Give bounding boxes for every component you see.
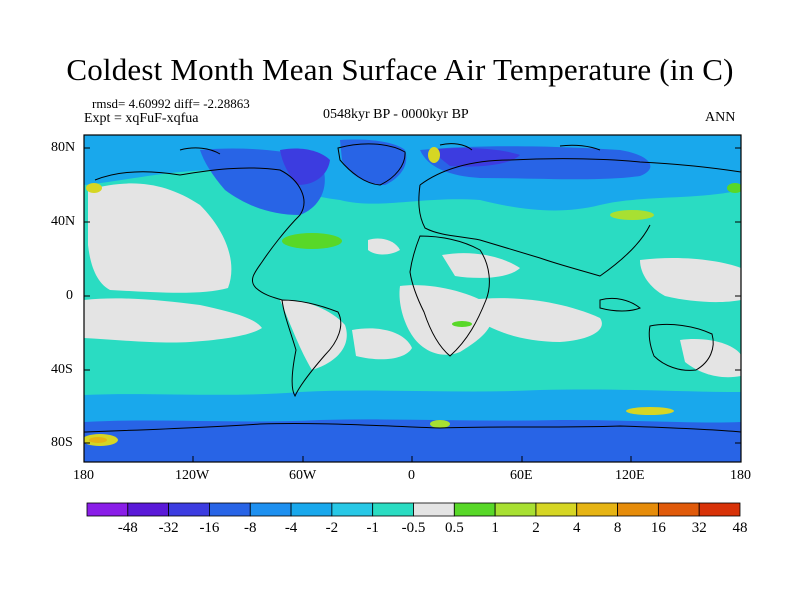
lat-label-80s: 80S (51, 435, 73, 450)
lon-label-180w: 180 (73, 468, 94, 483)
coastline-arctic-islands (179, 143, 601, 155)
cold-region-antarctica (84, 419, 741, 462)
colorbar-label-12: 8 (614, 520, 622, 536)
colorbar-swatch-3 (209, 502, 251, 517)
warm-patch-east-asia (610, 210, 654, 220)
colorbar-label-7: -0.5 (402, 520, 426, 536)
colorbar-label-6: -1 (366, 520, 379, 536)
neutral-region-south-america (280, 299, 347, 370)
warm-patch-antarctic-south-atlantic (430, 420, 450, 428)
colorbar-swatch-2 (168, 502, 210, 517)
colorbar-swatch-7 (372, 502, 414, 517)
lat-label-0: 0 (66, 288, 73, 303)
lat-label-40s: 40S (51, 362, 73, 377)
colorbar-label-11: 4 (573, 520, 581, 536)
lat-label-80n: 80N (51, 140, 76, 155)
coastline-australia (648, 323, 714, 371)
lon-label-120e: 120E (615, 468, 645, 483)
warm-patch-west-atlantic (282, 233, 342, 249)
experiment-label: Expt = xqFuF-xqfua (84, 111, 199, 126)
lon-label-60e: 60E (510, 468, 533, 483)
colorbar-label-5: -2 (326, 520, 339, 536)
warm-patch-east-siberia (727, 183, 741, 193)
colorbar-swatch-13 (617, 502, 659, 517)
period-label: 0548kyr BP - 0000kyr BP (323, 107, 469, 122)
very-cold-region-arctic-russia (430, 147, 520, 167)
colorbar-label-3: -8 (244, 520, 257, 536)
neutral-region-indian-ocean (470, 298, 602, 342)
coastline-north-america (94, 167, 305, 301)
neutral-region-north-africa (442, 253, 520, 278)
colorbar-label-14: 32 (692, 520, 707, 536)
neutral-region-south-pacific (84, 298, 262, 343)
stats-text: rmsd= 4.60992 diff= -2.28863 (92, 96, 250, 111)
colorbar-label-15: 48 (733, 520, 748, 536)
colorbar-label-8: 0.5 (445, 520, 464, 536)
warm-patch-arctic-alaska (86, 183, 102, 193)
lon-label-180e: 180 (730, 468, 751, 483)
coastline-indonesia (599, 297, 641, 312)
lon-label-60w: 60W (289, 468, 317, 483)
neutral-region-north-atlantic-small (368, 238, 400, 255)
colorbar-swatch-14 (657, 502, 700, 517)
map-title: Coldest Month Mean Surface Air Temperatu… (66, 52, 734, 87)
neutral-region-west-pacific (640, 257, 741, 303)
axis-ticks (83, 147, 742, 462)
coastline-eurasia (418, 158, 741, 277)
colorbar-label-9: 1 (491, 520, 499, 536)
coastline-south-america (281, 299, 342, 398)
coastlines (84, 143, 741, 433)
neutral-region-south-atlantic (352, 328, 412, 360)
warm-patch-antarctic-pacific-core (89, 437, 107, 443)
colorbar-label-1: -32 (159, 520, 179, 536)
lat-label-40n: 40N (51, 214, 76, 229)
coastline-greenland (337, 143, 406, 186)
very-cold-regions (280, 147, 520, 185)
colorbar-label-4: -4 (285, 520, 298, 536)
lon-label-0: 0 (408, 468, 415, 483)
colorbar-label-0: -48 (118, 520, 138, 536)
warm-regions (84, 147, 741, 446)
neutral-regions (84, 183, 741, 439)
colorbar-swatch-15 (698, 502, 741, 517)
colorbar-swatch-12 (576, 502, 618, 517)
colorbar-swatch-9 (453, 502, 496, 517)
colorbar-swatch-6 (331, 502, 374, 517)
season-label: ANN (705, 110, 736, 125)
colorbar-label-10: 2 (532, 520, 540, 536)
warm-patch-arctic-scandinavia (428, 147, 440, 163)
colorbar-swatch-8 (413, 502, 455, 517)
colorbar-swatch-1 (127, 502, 170, 517)
colorbar-label-13: 16 (651, 520, 667, 536)
colorbar-swatch-10 (494, 502, 537, 517)
warm-patch-antarctic-east (626, 407, 674, 415)
very-cold-region-arctic-canada (280, 148, 330, 185)
colorbar-swatch-0 (86, 502, 129, 517)
colorbar-swatch-11 (535, 502, 578, 517)
warm-patch-east-africa (452, 321, 472, 327)
neutral-region-africa (399, 285, 493, 355)
neutral-region-north-pacific (88, 183, 232, 293)
colorbar-label-2: -16 (199, 520, 219, 536)
coastline-africa (409, 235, 490, 357)
cold-region-greenland (340, 139, 407, 185)
colorbar-swatch-5 (290, 502, 333, 517)
colorbar-swatch-4 (249, 502, 292, 517)
coastline-antarctica (84, 422, 741, 433)
neutral-region-australia (680, 339, 741, 378)
lon-label-120w: 120W (175, 468, 210, 483)
